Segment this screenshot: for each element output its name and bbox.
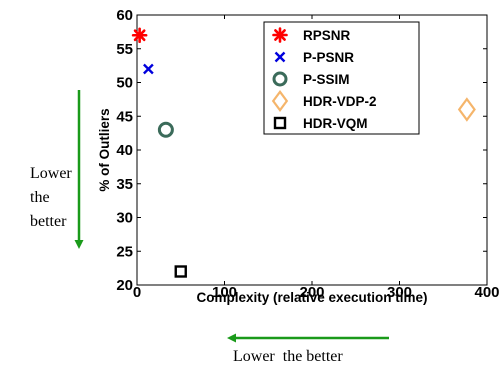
y-tick-label: 55 xyxy=(116,41,133,58)
vertical-note-line-1: Lower xyxy=(30,165,72,182)
circle-shape xyxy=(157,121,174,138)
y-tick-label: 45 xyxy=(116,108,133,125)
legend-marker-hdr-vdp-2 xyxy=(271,89,289,113)
vertical-better-arrow xyxy=(74,90,84,249)
diamond-shape xyxy=(271,89,289,113)
diamond-shape xyxy=(457,97,476,122)
asterisk-stroke xyxy=(274,29,286,41)
data-point-hdr-vdp-2 xyxy=(457,97,476,122)
legend-marker-p-psnr xyxy=(274,51,286,63)
legend-label-p-ssim: P-SSIM xyxy=(303,72,350,87)
x-tick-label: 400 xyxy=(474,284,499,301)
legend-box xyxy=(263,21,420,135)
legend-label-hdr-vqm: HDR-VQM xyxy=(303,116,368,131)
x-tick-label: 200 xyxy=(299,284,324,301)
legend-label-rpsnr: RPSNR xyxy=(303,28,351,43)
square-shape xyxy=(273,116,287,130)
x-tick-label: 100 xyxy=(212,284,237,301)
y-axis-title: % of Outliers xyxy=(97,108,112,191)
horizontal-better-arrow xyxy=(227,333,389,343)
data-point-rpsnr xyxy=(131,27,148,44)
x-axis-title: Complexity (relative execution time) xyxy=(196,290,427,305)
x-tick-label: 0 xyxy=(133,284,141,301)
legend-marker-p-ssim xyxy=(272,71,288,87)
y-tick-label: 50 xyxy=(116,75,133,92)
asterisk-stroke xyxy=(133,29,146,42)
data-point-p-ssim xyxy=(157,121,174,138)
y-tick-label: 60 xyxy=(116,7,133,24)
vertical-note-line-2: the xyxy=(30,189,50,206)
y-tick-label: 35 xyxy=(116,176,133,193)
horizontal-note: Lower the better xyxy=(233,348,343,365)
legend-label-hdr-vdp-2: HDR-VDP-2 xyxy=(303,94,377,109)
legend-label-p-psnr: P-PSNR xyxy=(303,50,354,65)
data-points xyxy=(131,27,476,278)
x-stroke xyxy=(143,63,154,75)
y-tick-label: 20 xyxy=(116,277,133,294)
legend-marker-rpsnr xyxy=(272,27,288,43)
legend: RPSNR P-PSNR P-SSIM HDR-VDP-2 HDR-VQM xyxy=(263,21,420,135)
y-tick-label: 40 xyxy=(116,142,133,159)
y-tick-label: 25 xyxy=(116,243,133,260)
circle-shape xyxy=(272,71,288,87)
x-stroke xyxy=(274,51,286,63)
data-point-p-psnr xyxy=(143,63,154,75)
x-tick-label: 300 xyxy=(387,284,412,301)
legend-marker-hdr-vqm xyxy=(273,116,287,130)
axis-ticks: 0 100 200 300 400 20 25 30 35 40 45 50 55 60 xyxy=(116,7,499,301)
square-shape xyxy=(174,265,187,278)
data-point-hdr-vqm xyxy=(174,265,187,278)
y-tick-label: 30 xyxy=(116,210,133,227)
vertical-note-line-3: better xyxy=(30,213,67,230)
